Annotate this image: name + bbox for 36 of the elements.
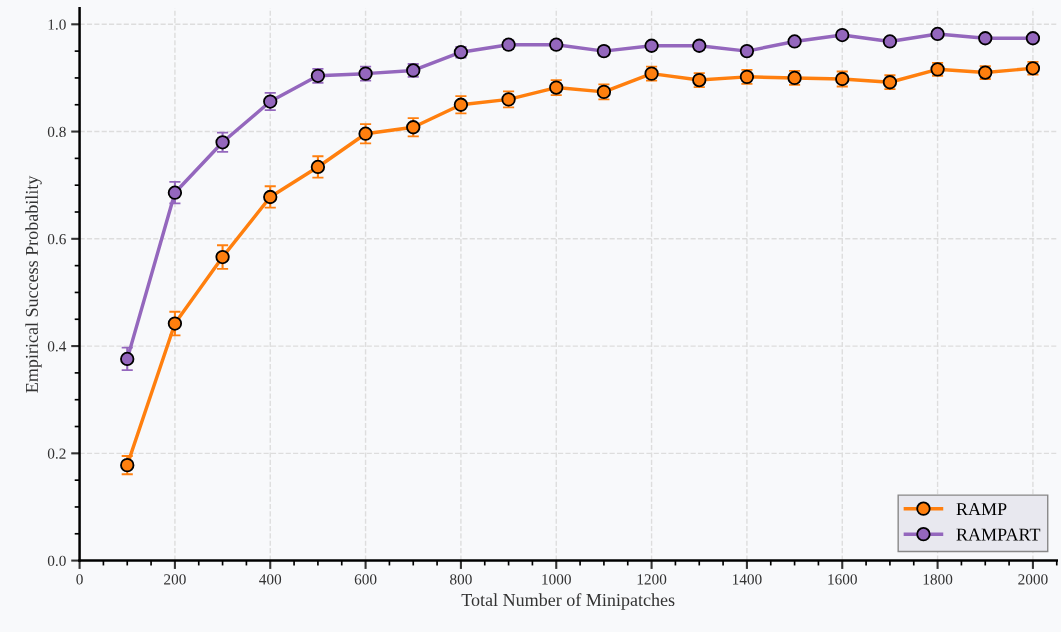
y-tick-label: 0.2: [47, 448, 66, 459]
point: [120, 351, 135, 367]
y-tick-label: 0.8: [47, 126, 66, 138]
y-tick-label: 0.6: [47, 233, 66, 245]
y-tick-label: 0.4: [47, 341, 67, 352]
point: [167, 316, 183, 331]
point: [215, 135, 230, 150]
y-tick-label: 1.0: [48, 19, 66, 30]
point: [1025, 31, 1041, 46]
legend-label: RAMPART: [956, 528, 1041, 541]
x-tick-label: 600: [354, 574, 377, 585]
x-tick-label: 1600: [828, 574, 857, 585]
x-tick-label: 1200: [637, 574, 667, 585]
legend-label: RAMP: [956, 503, 1007, 515]
x-tick-label: 2000: [1018, 574, 1048, 585]
x-tick-label: 1400: [732, 574, 762, 585]
point: [835, 27, 850, 43]
point: [787, 34, 802, 49]
point: [167, 185, 183, 200]
x-tick-label: 0: [76, 574, 83, 585]
point: [215, 249, 230, 265]
y-tick-label: 0.0: [47, 555, 66, 567]
point: [882, 34, 898, 49]
x-tick-label: 1000: [542, 574, 571, 585]
point: [978, 31, 993, 46]
point: [930, 26, 945, 42]
point: [739, 43, 755, 59]
point: [310, 159, 326, 175]
x-tick-label: 400: [259, 574, 282, 585]
x-tick-label: 800: [450, 574, 472, 585]
x-tick-label: 1800: [923, 574, 953, 585]
x-tick-label: 200: [164, 574, 186, 585]
point: [358, 126, 373, 141]
point: [263, 189, 278, 205]
y-axis-title: Empirical Success Probability: [25, 175, 42, 393]
x-axis-title: Total Number of Minipatches: [461, 593, 675, 610]
